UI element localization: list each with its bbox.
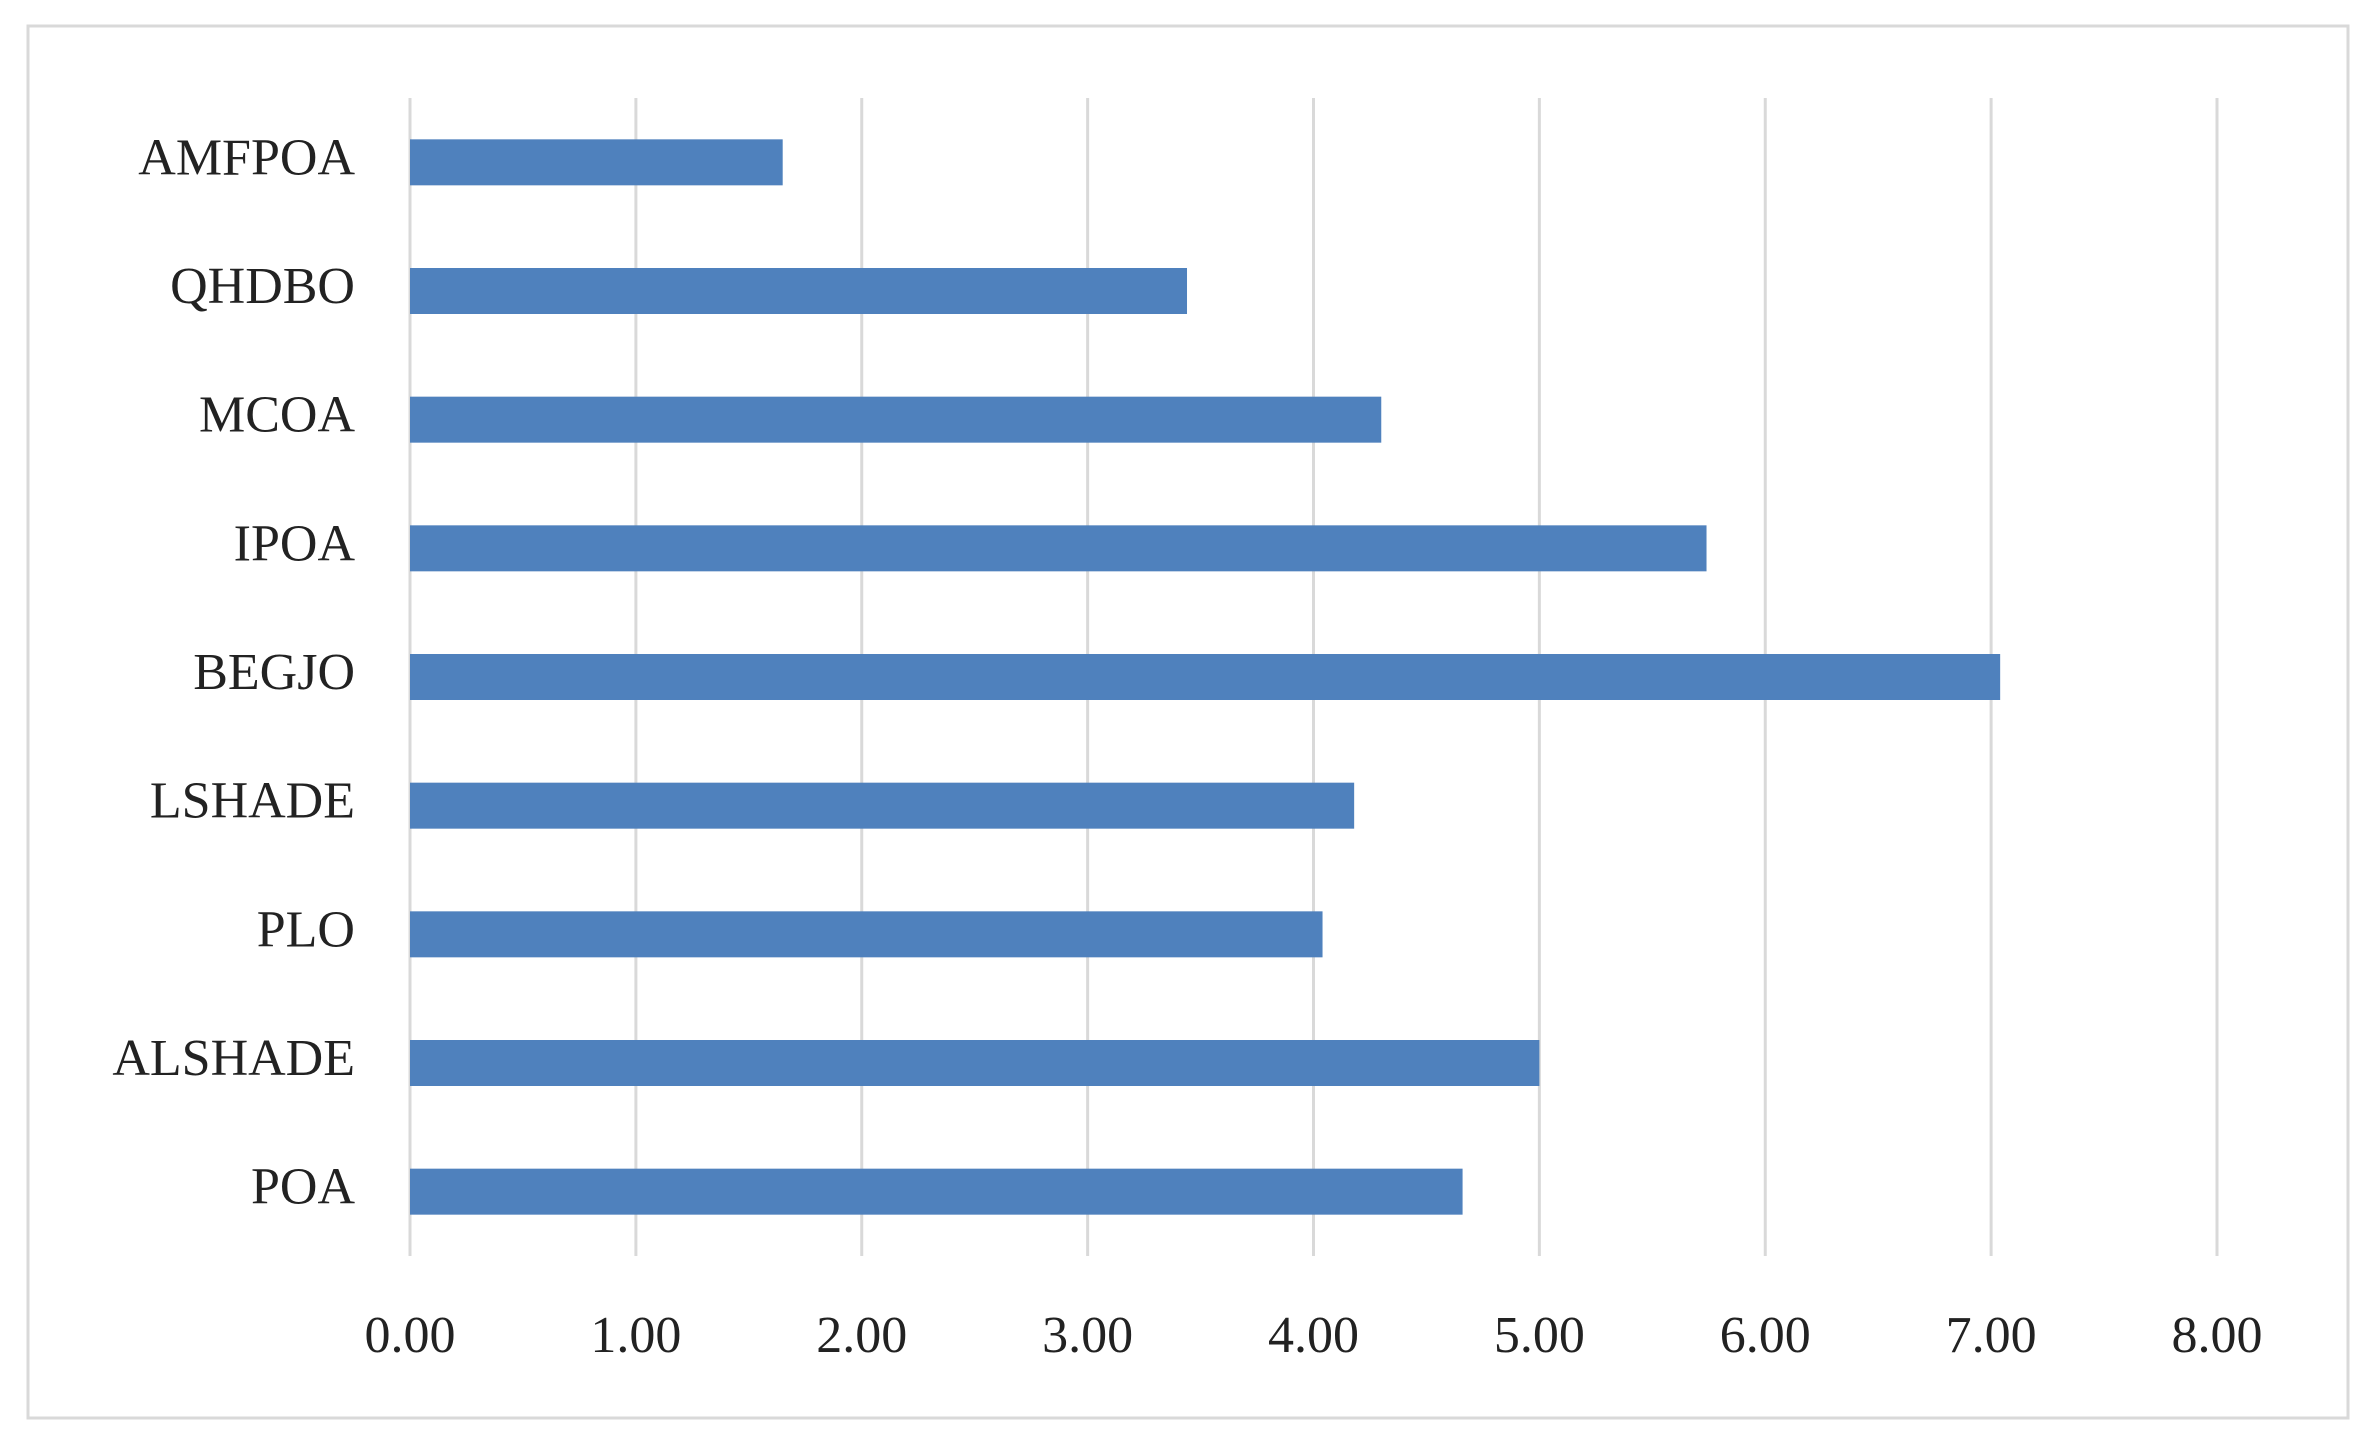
x-tick-label: 5.00 xyxy=(1494,1307,1585,1364)
x-tick-label: 4.00 xyxy=(1268,1307,1359,1364)
y-tick-label: IPOA xyxy=(234,515,356,572)
y-tick-label: AMFPOA xyxy=(138,129,355,186)
x-tick-label: 6.00 xyxy=(1720,1307,1811,1364)
y-tick-label: BEGJO xyxy=(193,644,355,701)
x-tick-label: 8.00 xyxy=(2172,1307,2263,1364)
y-tick-label: PLO xyxy=(257,901,355,958)
x-tick-label: 7.00 xyxy=(1946,1307,2037,1364)
x-tick-label: 2.00 xyxy=(816,1307,907,1364)
y-tick-label: LSHADE xyxy=(150,773,355,830)
bar xyxy=(410,396,1382,443)
bar xyxy=(410,525,1707,572)
bar xyxy=(410,1168,1463,1215)
bar xyxy=(410,1040,1540,1086)
y-tick-label: POA xyxy=(251,1159,355,1216)
bar xyxy=(410,782,1355,829)
bar xyxy=(410,654,2001,700)
bar xyxy=(410,268,1188,314)
x-tick-label: 3.00 xyxy=(1042,1307,1133,1364)
y-tick-label: MCOA xyxy=(199,387,355,444)
x-tick-label: 0.00 xyxy=(365,1307,456,1364)
x-tick-label: 1.00 xyxy=(590,1307,681,1364)
bar xyxy=(410,139,783,186)
y-tick-label: QHDBO xyxy=(170,258,355,315)
y-tick-label: ALSHADE xyxy=(112,1030,355,1087)
bar xyxy=(410,911,1323,958)
